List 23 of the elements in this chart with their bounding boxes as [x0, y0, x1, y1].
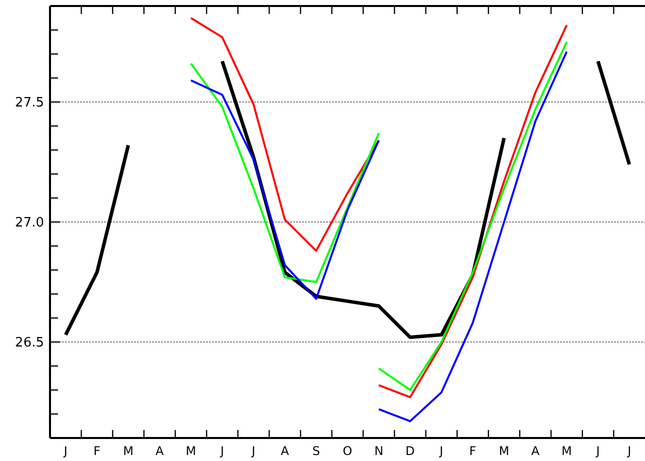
x-tick-label: A — [280, 444, 290, 458]
x-tick-label: F — [469, 444, 476, 458]
y-tick-label: 27.5 — [15, 96, 44, 111]
x-tick-label: D — [406, 444, 415, 458]
y-tick-label: 26.5 — [15, 336, 44, 351]
x-tick-label: J — [219, 444, 224, 458]
x-tick-label: J — [438, 444, 444, 458]
x-tick-label: M — [498, 444, 510, 458]
x-tick-label: N — [374, 444, 384, 458]
x-tick-label: M — [123, 444, 134, 458]
x-tick-label: F — [94, 444, 101, 458]
x-tick-label: M — [562, 444, 572, 458]
x-tick-label: S — [312, 444, 320, 458]
x-tick-label: A — [531, 444, 540, 458]
x-tick-label: J — [595, 444, 600, 458]
x-tick-label: A — [155, 444, 164, 458]
x-tick-label: J — [250, 444, 256, 458]
y-tick-label: 27.0 — [15, 216, 44, 231]
x-tick-label: M — [186, 444, 196, 458]
x-tick-label: O — [342, 444, 352, 458]
x-tick-label: J — [62, 444, 68, 458]
x-tick-label: J — [626, 444, 632, 458]
line-series — [190, 17, 380, 252]
